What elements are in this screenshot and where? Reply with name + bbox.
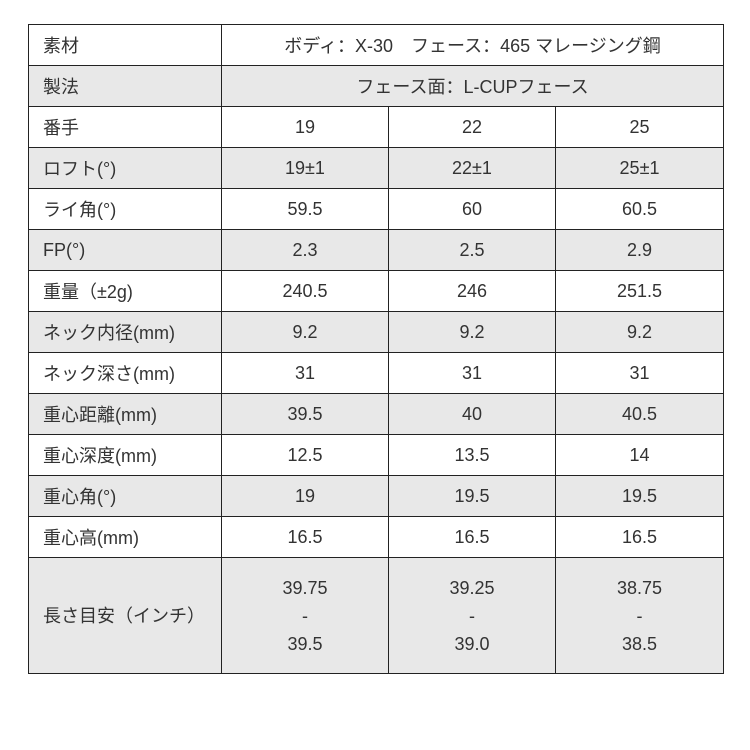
row-label: 素材 [28, 24, 222, 66]
cell-value: 240.5 [221, 270, 389, 312]
length-min: 39.0 [454, 633, 490, 654]
cell-value: 13.5 [388, 434, 556, 476]
cell-value: 19 [221, 106, 389, 148]
cell-value: 19.5 [554, 475, 725, 517]
length-min: 39.5 [287, 633, 323, 654]
table-row: FP(°) 2.3 2.5 2.9 [28, 229, 725, 271]
cell-value: 12.5 [221, 434, 389, 476]
length-separator: - [469, 605, 475, 626]
row-material: 素材 ボディ：X-30 フェース：465 マレージング鋼 [28, 24, 725, 66]
cell-value: 19.5 [388, 475, 556, 517]
length-separator: - [636, 605, 643, 626]
cell-value: 251.5 [554, 270, 725, 312]
cell-value: 2.5 [388, 229, 556, 271]
row-label: 重心高(mm) [28, 516, 222, 558]
length-cell: 38.75 - 38.5 [554, 557, 725, 674]
cell-value: 39.5 [221, 393, 389, 435]
row-label: 長さ目安（インチ） [28, 557, 222, 674]
row-label: FP(°) [28, 229, 222, 271]
table-row: 重心距離(mm) 39.5 40 40.5 [28, 393, 725, 435]
table-row: ライ角(°) 59.5 60 60.5 [28, 188, 725, 230]
row-label: ネック内径(mm) [28, 311, 222, 353]
length-max: 39.25 [449, 577, 495, 598]
row-label: 重心角(°) [28, 475, 222, 517]
table-row: 重心高(mm) 16.5 16.5 16.5 [28, 516, 725, 558]
cell-value: 14 [554, 434, 725, 476]
cell-value: 31 [221, 352, 389, 394]
spec-table: 素材 ボディ：X-30 フェース：465 マレージング鋼 製法 フェース面：L-… [28, 24, 725, 674]
method-value: フェース面：L-CUPフェース [220, 65, 725, 107]
cell-value: 9.2 [221, 311, 389, 353]
cell-value: 25±1 [554, 147, 725, 189]
cell-value: 9.2 [388, 311, 556, 353]
cell-value: 40 [388, 393, 556, 435]
cell-value: 2.9 [554, 229, 725, 271]
cell-value: 2.3 [221, 229, 389, 271]
row-label: 重量（±2g) [28, 270, 222, 312]
table-row: ロフト(°) 19±1 22±1 25±1 [28, 147, 725, 189]
table-row: ネック深さ(mm) 31 31 31 [28, 352, 725, 394]
length-separator: - [302, 605, 308, 626]
row-label: 重心深度(mm) [28, 434, 222, 476]
table-row: 重心深度(mm) 12.5 13.5 14 [28, 434, 725, 476]
row-method: 製法 フェース面：L-CUPフェース [28, 65, 725, 107]
row-label: 番手 [28, 106, 222, 148]
cell-value: 22 [388, 106, 556, 148]
row-label: 製法 [28, 65, 222, 107]
length-cell: 39.75 - 39.5 [221, 557, 389, 674]
material-value: ボディ：X-30 フェース：465 マレージング鋼 [220, 24, 725, 66]
length-cell: 39.25 - 39.0 [388, 557, 556, 674]
cell-value: 59.5 [221, 188, 389, 230]
row-length: 長さ目安（インチ） 39.75 - 39.5 39.25 - 39.0 38.75 - 38.5 [28, 557, 725, 674]
table-row: 番手 19 22 25 [28, 106, 725, 148]
cell-value: 22±1 [388, 147, 556, 189]
cell-value: 9.2 [554, 311, 725, 353]
cell-value: 31 [554, 352, 725, 394]
row-label: ネック深さ(mm) [28, 352, 222, 394]
cell-value: 16.5 [221, 516, 389, 558]
row-label: ライ角(°) [28, 188, 222, 230]
cell-value: 25 [554, 106, 725, 148]
table-row: 重心角(°) 19 19.5 19.5 [28, 475, 725, 517]
cell-value: 19±1 [221, 147, 389, 189]
cell-value: 60.5 [554, 188, 725, 230]
cell-value: 19 [221, 475, 389, 517]
length-max: 39.75 [282, 577, 328, 598]
row-label: 重心距離(mm) [28, 393, 222, 435]
cell-value: 246 [388, 270, 556, 312]
table-row: ネック内径(mm) 9.2 9.2 9.2 [28, 311, 725, 353]
cell-value: 31 [388, 352, 556, 394]
cell-value: 40.5 [554, 393, 725, 435]
length-max: 38.75 [616, 577, 663, 598]
cell-value: 60 [388, 188, 556, 230]
length-min: 38.5 [621, 633, 658, 654]
row-label: ロフト(°) [28, 147, 222, 189]
cell-value: 16.5 [554, 516, 725, 558]
cell-value: 16.5 [388, 516, 556, 558]
table-row: 重量（±2g) 240.5 246 251.5 [28, 270, 725, 312]
